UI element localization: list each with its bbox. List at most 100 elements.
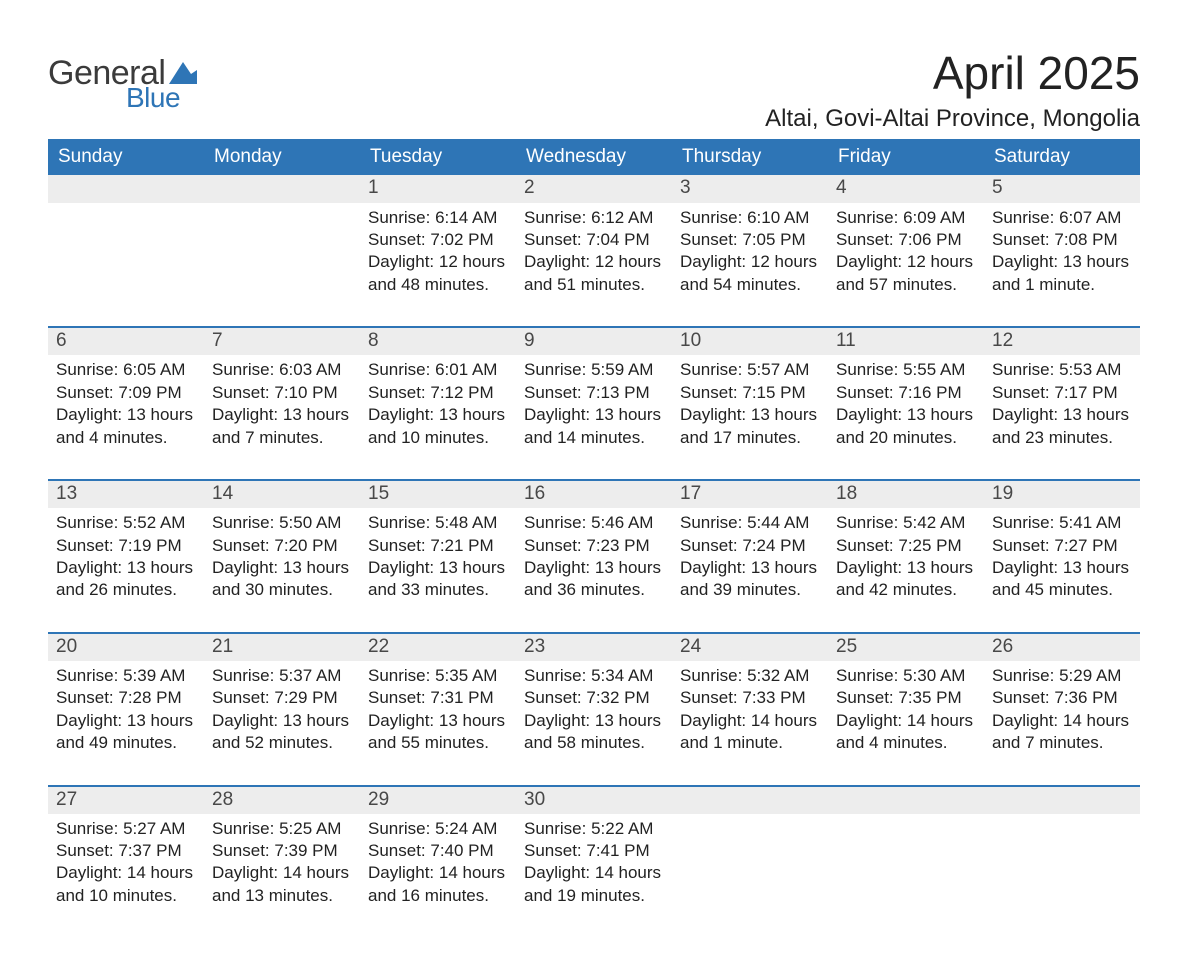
daylight-text: Daylight: 14 hours and 1 minute. — [680, 710, 820, 755]
sunset-text: Sunset: 7:29 PM — [212, 687, 352, 709]
sunset-text: Sunset: 7:33 PM — [680, 687, 820, 709]
sunset-text: Sunset: 7:23 PM — [524, 535, 664, 557]
day-number-cell: 12 — [984, 327, 1140, 355]
sunrise-text: Sunrise: 5:30 AM — [836, 665, 976, 687]
sunrise-text: Sunrise: 5:53 AM — [992, 359, 1132, 381]
day-number-cell — [204, 175, 360, 203]
day-body-cell: Sunrise: 5:42 AMSunset: 7:25 PMDaylight:… — [828, 508, 984, 633]
title-block: April 2025 Altai, Govi-Altai Province, M… — [765, 48, 1140, 133]
day-number: 7 — [212, 330, 223, 351]
day-body-cell — [204, 203, 360, 328]
daylight-text: Daylight: 13 hours and 7 minutes. — [212, 404, 352, 449]
sunset-text: Sunset: 7:37 PM — [56, 840, 196, 862]
day-body-cell: Sunrise: 5:50 AMSunset: 7:20 PMDaylight:… — [204, 508, 360, 633]
sunset-text: Sunset: 7:06 PM — [836, 229, 976, 251]
day-header: Saturday — [984, 139, 1140, 175]
day-body-cell: Sunrise: 6:03 AMSunset: 7:10 PMDaylight:… — [204, 355, 360, 480]
sunrise-text: Sunrise: 5:55 AM — [836, 359, 976, 381]
day-number: 29 — [368, 789, 389, 810]
day-number: 12 — [992, 330, 1013, 351]
sunrise-text: Sunrise: 6:09 AM — [836, 207, 976, 229]
sunrise-text: Sunrise: 5:42 AM — [836, 512, 976, 534]
day-number: 26 — [992, 636, 1013, 657]
sunset-text: Sunset: 7:08 PM — [992, 229, 1132, 251]
brand-logo: General Blue — [48, 48, 197, 112]
day-number: 24 — [680, 636, 701, 657]
day-number: 25 — [836, 636, 857, 657]
day-number-cell: 28 — [204, 786, 360, 814]
daylight-text: Daylight: 13 hours and 42 minutes. — [836, 557, 976, 602]
week-body-row: Sunrise: 5:52 AMSunset: 7:19 PMDaylight:… — [48, 508, 1140, 633]
daylight-text: Daylight: 13 hours and 14 minutes. — [524, 404, 664, 449]
sunset-text: Sunset: 7:17 PM — [992, 382, 1132, 404]
day-header: Sunday — [48, 139, 204, 175]
daylight-text: Daylight: 13 hours and 49 minutes. — [56, 710, 196, 755]
day-number: 14 — [212, 483, 233, 504]
sunset-text: Sunset: 7:24 PM — [680, 535, 820, 557]
day-body-cell: Sunrise: 5:32 AMSunset: 7:33 PMDaylight:… — [672, 661, 828, 786]
sunset-text: Sunset: 7:31 PM — [368, 687, 508, 709]
day-number-cell: 27 — [48, 786, 204, 814]
day-number-cell: 16 — [516, 480, 672, 508]
day-body-cell — [48, 203, 204, 328]
day-number-cell: 2 — [516, 175, 672, 203]
sunrise-text: Sunrise: 5:34 AM — [524, 665, 664, 687]
day-body-cell: Sunrise: 5:55 AMSunset: 7:16 PMDaylight:… — [828, 355, 984, 480]
sunset-text: Sunset: 7:39 PM — [212, 840, 352, 862]
day-number-cell: 11 — [828, 327, 984, 355]
day-number-cell: 1 — [360, 175, 516, 203]
day-number-cell — [984, 786, 1140, 814]
sunrise-text: Sunrise: 5:48 AM — [368, 512, 508, 534]
day-number: 18 — [836, 483, 857, 504]
day-number: 10 — [680, 330, 701, 351]
day-body-cell — [828, 814, 984, 924]
day-number: 15 — [368, 483, 389, 504]
day-number-cell: 8 — [360, 327, 516, 355]
title-location: Altai, Govi-Altai Province, Mongolia — [765, 105, 1140, 133]
day-body-cell: Sunrise: 5:46 AMSunset: 7:23 PMDaylight:… — [516, 508, 672, 633]
day-number: 23 — [524, 636, 545, 657]
day-number-cell: 20 — [48, 633, 204, 661]
day-body-cell: Sunrise: 6:05 AMSunset: 7:09 PMDaylight:… — [48, 355, 204, 480]
day-body-cell: Sunrise: 5:24 AMSunset: 7:40 PMDaylight:… — [360, 814, 516, 924]
day-body-cell: Sunrise: 5:57 AMSunset: 7:15 PMDaylight:… — [672, 355, 828, 480]
day-number: 11 — [836, 330, 856, 351]
daylight-text: Daylight: 13 hours and 26 minutes. — [56, 557, 196, 602]
day-body-cell — [672, 814, 828, 924]
daylight-text: Daylight: 13 hours and 1 minute. — [992, 251, 1132, 296]
day-number-cell: 23 — [516, 633, 672, 661]
sunset-text: Sunset: 7:20 PM — [212, 535, 352, 557]
day-number-cell: 30 — [516, 786, 672, 814]
day-number: 13 — [56, 483, 77, 504]
daylight-text: Daylight: 13 hours and 52 minutes. — [212, 710, 352, 755]
day-body-cell: Sunrise: 5:52 AMSunset: 7:19 PMDaylight:… — [48, 508, 204, 633]
day-body-cell: Sunrise: 6:07 AMSunset: 7:08 PMDaylight:… — [984, 203, 1140, 328]
sunset-text: Sunset: 7:13 PM — [524, 382, 664, 404]
day-number-cell: 29 — [360, 786, 516, 814]
sunrise-text: Sunrise: 5:44 AM — [680, 512, 820, 534]
day-header: Thursday — [672, 139, 828, 175]
day-body-cell: Sunrise: 5:39 AMSunset: 7:28 PMDaylight:… — [48, 661, 204, 786]
daylight-text: Daylight: 13 hours and 23 minutes. — [992, 404, 1132, 449]
daylight-text: Daylight: 14 hours and 19 minutes. — [524, 862, 664, 907]
sunset-text: Sunset: 7:36 PM — [992, 687, 1132, 709]
day-body-cell: Sunrise: 6:10 AMSunset: 7:05 PMDaylight:… — [672, 203, 828, 328]
sunrise-text: Sunrise: 5:39 AM — [56, 665, 196, 687]
day-number-cell — [48, 175, 204, 203]
sunset-text: Sunset: 7:10 PM — [212, 382, 352, 404]
sunrise-text: Sunrise: 6:12 AM — [524, 207, 664, 229]
day-body-cell — [984, 814, 1140, 924]
week-daynum-row: 12345 — [48, 175, 1140, 203]
daylight-text: Daylight: 12 hours and 54 minutes. — [680, 251, 820, 296]
day-number-cell: 4 — [828, 175, 984, 203]
day-number: 21 — [212, 636, 233, 657]
day-body-cell: Sunrise: 5:35 AMSunset: 7:31 PMDaylight:… — [360, 661, 516, 786]
daylight-text: Daylight: 13 hours and 58 minutes. — [524, 710, 664, 755]
sunrise-text: Sunrise: 5:25 AM — [212, 818, 352, 840]
day-body-cell: Sunrise: 6:14 AMSunset: 7:02 PMDaylight:… — [360, 203, 516, 328]
day-body-cell: Sunrise: 5:53 AMSunset: 7:17 PMDaylight:… — [984, 355, 1140, 480]
sunrise-text: Sunrise: 5:27 AM — [56, 818, 196, 840]
sunrise-text: Sunrise: 6:10 AM — [680, 207, 820, 229]
week-daynum-row: 2728 29 30 — [48, 786, 1140, 814]
day-number-cell — [828, 786, 984, 814]
